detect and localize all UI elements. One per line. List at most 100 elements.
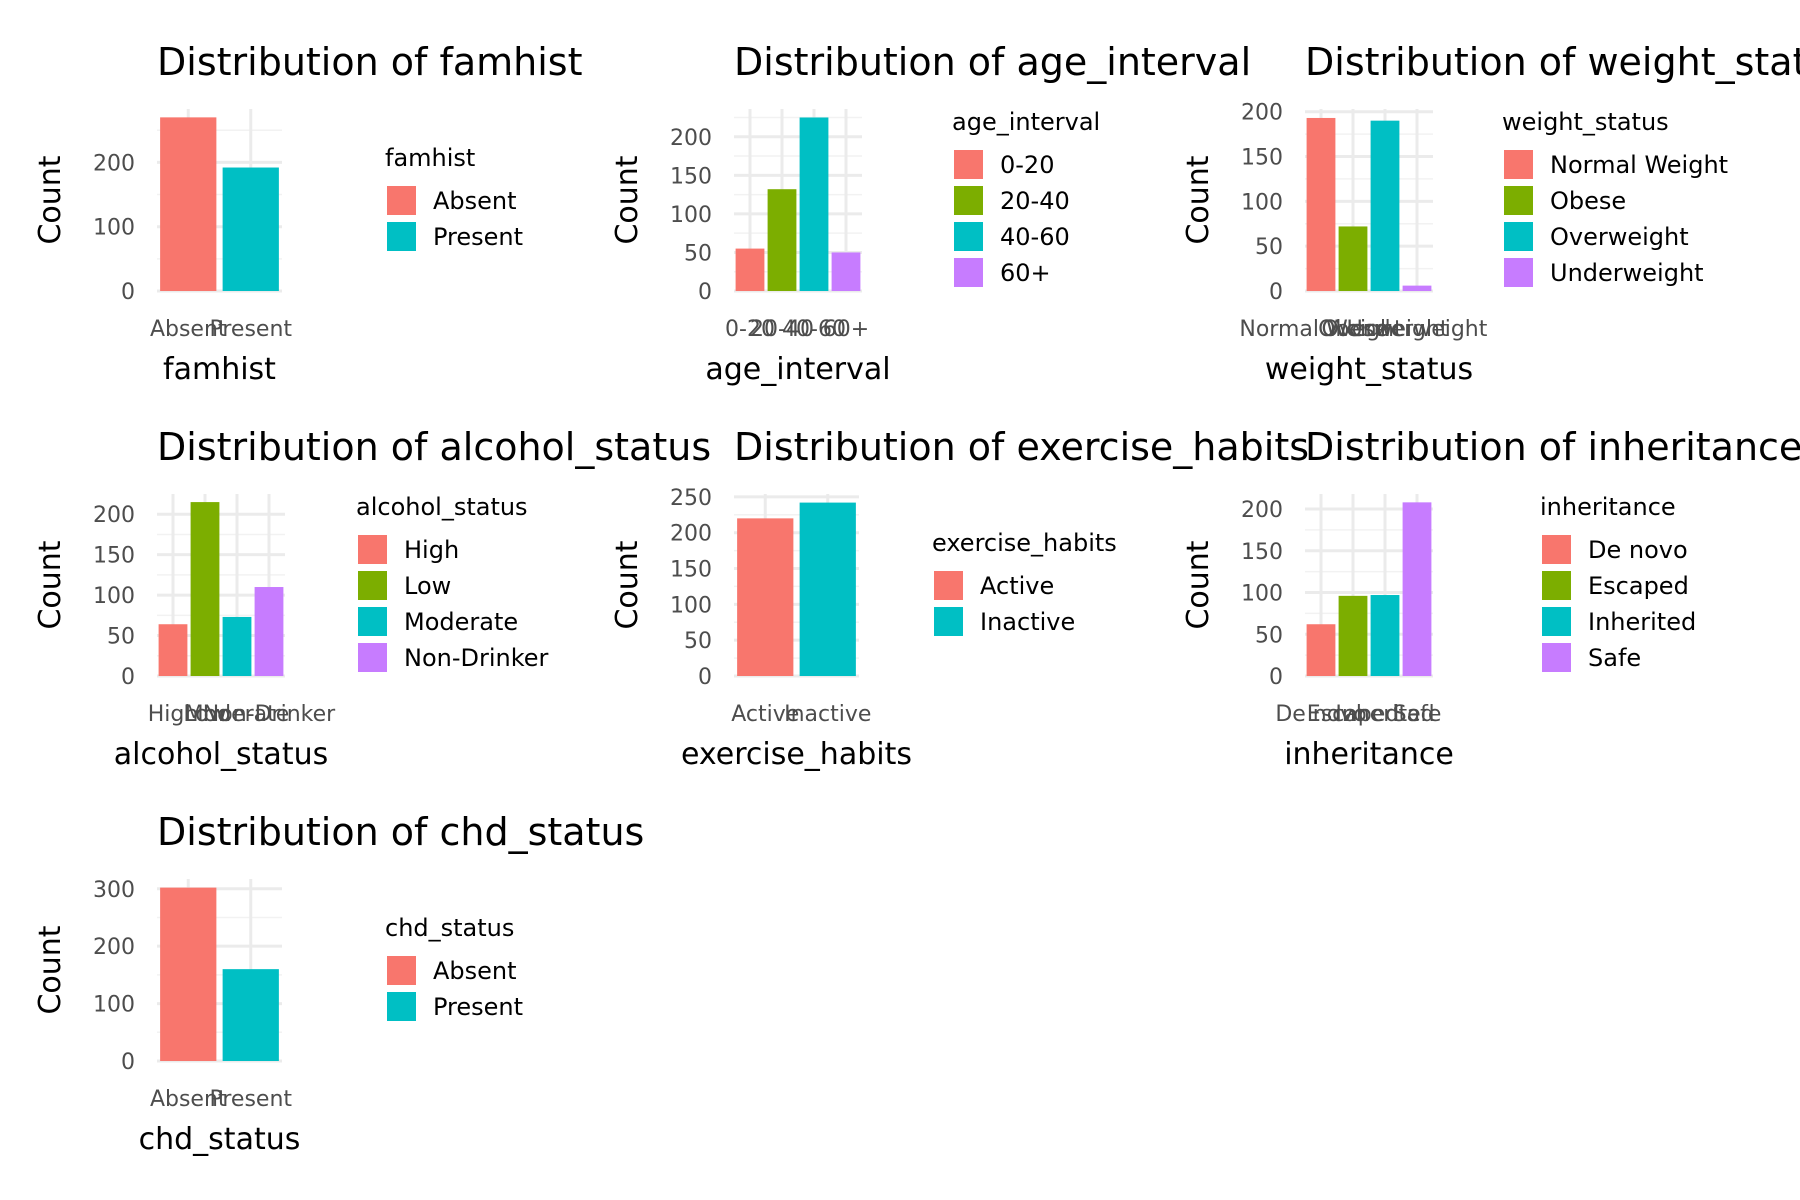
x-tick-label: 0-20: [725, 317, 775, 342]
chart-title: Distribution of famhist: [157, 40, 583, 84]
legend-entry-label: Present: [433, 223, 523, 251]
bar-present: [222, 969, 279, 1061]
legend: inheritance De novo Escaped Inherited Safe: [1540, 493, 1696, 672]
y-tick-label: 100: [670, 593, 712, 618]
legend-entry-label: 0-20: [1000, 151, 1054, 179]
chart-panel-4: Distribution of alcohol_status 0 50 100 150 2…: [33, 425, 711, 772]
x-tick-label: Moderate: [185, 702, 290, 727]
y-tick-label: 200: [1241, 498, 1283, 523]
bar-active: [737, 518, 794, 676]
legend-entry-label: 60+: [1000, 259, 1051, 287]
chart-title: Distribution of inheritance: [1305, 425, 1800, 469]
bar-0-20: [735, 248, 765, 291]
y-tick-label: 150: [670, 164, 712, 189]
legend-swatch: [1542, 535, 1571, 564]
x-tick-label: Absent: [150, 317, 227, 342]
x-tick-label: High: [148, 702, 199, 727]
bar-safe: [1402, 502, 1432, 676]
legend-entry-label: Present: [433, 993, 523, 1021]
legend-entry-label: Absent: [433, 187, 517, 215]
x-tick-label: Escaped: [1307, 702, 1399, 727]
y-tick-label: 100: [93, 993, 135, 1018]
legend-entry-label: High: [404, 536, 459, 564]
legend-swatch: [1542, 571, 1571, 600]
y-tick-label: 0: [121, 665, 135, 690]
chart-panel-5: Distribution of exercise_habits 0 50 100 150…: [610, 425, 1309, 772]
bar-absent: [160, 117, 217, 292]
legend: age_interval 0-20 20-40 40-60 60+: [952, 108, 1100, 287]
legend-entry-label: 40-60: [1000, 223, 1070, 251]
bar-present: [222, 167, 279, 291]
y-axis-title: Count: [33, 155, 68, 244]
y-tick-label: 50: [684, 241, 712, 266]
legend-title: weight_status: [1502, 108, 1669, 136]
chart-panel-3: Distribution of weight_status 0 50 100 150 20…: [1181, 40, 1800, 387]
y-tick-label: 100: [670, 203, 712, 228]
legend-swatch: [1504, 222, 1533, 251]
legend-title: alcohol_status: [356, 493, 528, 521]
y-tick-label: 0: [121, 280, 135, 305]
legend: alcohol_status High Low Moderate Non-Drinker: [356, 493, 549, 672]
x-axis-title: weight_status: [1265, 352, 1473, 387]
y-tick-label: 200: [93, 503, 135, 528]
legend: famhist Absent Present: [385, 144, 523, 251]
legend-title: inheritance: [1540, 493, 1676, 521]
bar-moderate: [222, 616, 252, 676]
legend-swatch: [954, 222, 983, 251]
x-tick-label: Safe: [1393, 702, 1442, 727]
legend-swatch: [358, 535, 387, 564]
legend-entry-label: De novo: [1588, 536, 1688, 564]
legend-swatch: [954, 258, 983, 287]
x-tick-label: Absent: [150, 1087, 227, 1112]
x-tick-label: 20-40: [750, 317, 814, 342]
x-tick-label: Present: [209, 317, 292, 342]
legend-swatch: [1542, 607, 1571, 636]
legend-entry-label: Active: [980, 572, 1054, 600]
legend-swatch: [358, 571, 387, 600]
chart-title: Distribution of exercise_habits: [734, 425, 1309, 469]
y-axis-title: Count: [33, 925, 68, 1014]
x-axis-title: famhist: [163, 352, 276, 387]
bar-overweight: [1370, 120, 1400, 291]
y-tick-label: 100: [1241, 190, 1283, 215]
bar-high: [158, 624, 188, 676]
legend-title: chd_status: [385, 914, 514, 942]
chart-title: Distribution of alcohol_status: [157, 425, 711, 469]
chart-title: Distribution of age_interval: [734, 40, 1251, 84]
bar-60-: [831, 252, 861, 291]
y-axis-title: Count: [1181, 540, 1216, 629]
x-tick-label: De novo: [1275, 702, 1366, 727]
y-tick-label: 100: [1241, 582, 1283, 607]
y-axis-title: Count: [1181, 155, 1216, 244]
x-tick-label: Underweight: [1347, 317, 1488, 342]
bar-20-40: [767, 189, 797, 291]
bar-obese: [1338, 226, 1368, 291]
chart-title: Distribution of chd_status: [157, 810, 644, 854]
legend-swatch: [387, 222, 416, 251]
y-tick-label: 0: [698, 280, 712, 305]
legend-entry-label: Overweight: [1550, 223, 1689, 251]
legend-entry-label: Safe: [1588, 644, 1641, 672]
x-tick-label: Overweight: [1321, 317, 1448, 342]
legend-swatch: [1504, 150, 1533, 179]
chart-panel-6: Distribution of inheritance 0 50 100 150 200 D…: [1181, 425, 1800, 772]
x-tick-label: Obese: [1318, 317, 1388, 342]
x-tick-label: Active: [731, 702, 799, 727]
x-tick-label: 60+: [823, 317, 869, 342]
legend-swatch: [358, 607, 387, 636]
y-tick-label: 200: [93, 151, 135, 176]
x-tick-label: Normal Weight: [1239, 317, 1403, 342]
x-tick-label: Inactive: [784, 702, 871, 727]
y-tick-label: 100: [93, 584, 135, 609]
y-tick-label: 250: [670, 486, 712, 511]
legend-swatch: [934, 607, 963, 636]
legend-entry-label: Inactive: [980, 608, 1075, 636]
legend-entry-label: Non-Drinker: [404, 644, 549, 672]
legend-swatch: [934, 571, 963, 600]
y-tick-label: 50: [1255, 235, 1283, 260]
legend-swatch: [387, 186, 416, 215]
x-axis-title: inheritance: [1284, 737, 1454, 772]
legend: chd_status Absent Present: [385, 914, 523, 1021]
bar-low: [190, 502, 220, 676]
